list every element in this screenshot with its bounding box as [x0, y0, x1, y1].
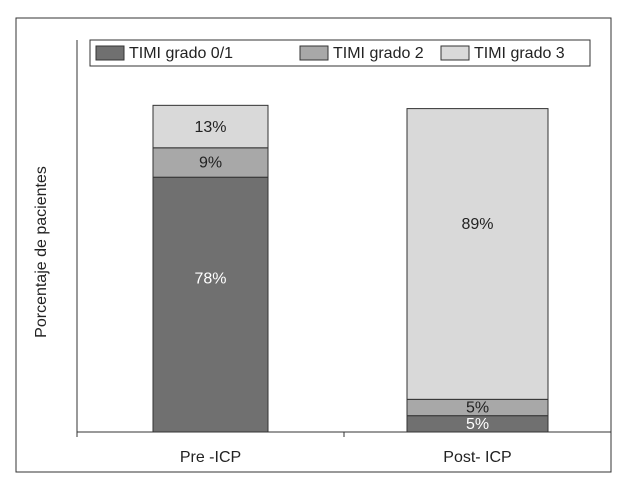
legend-swatch — [440, 45, 470, 61]
legend-label: TIMI grado 2 — [333, 45, 424, 62]
legend-label: TIMI grado 3 — [474, 45, 565, 62]
data-label: 9% — [199, 155, 222, 172]
legend-swatch — [95, 45, 125, 61]
data-label: 78% — [194, 270, 226, 287]
bar-segment — [152, 176, 269, 433]
x-tick-label: Pre -ICP — [180, 449, 241, 466]
data-label: 5% — [466, 416, 489, 433]
legend-label: TIMI grado 0/1 — [129, 45, 233, 62]
data-label: 13% — [194, 119, 226, 136]
bar-segment — [406, 108, 549, 400]
data-label: 5% — [466, 400, 489, 417]
x-tick-label: Post- ICP — [443, 449, 511, 466]
bar-segment — [152, 147, 269, 178]
y-axis-label: Porcentaje de pacientes — [33, 166, 50, 338]
legend-swatch — [299, 45, 329, 61]
frame — [15, 17, 612, 473]
legend-box — [89, 39, 591, 67]
data-label: 89% — [461, 216, 493, 233]
bar-segment — [152, 104, 269, 149]
